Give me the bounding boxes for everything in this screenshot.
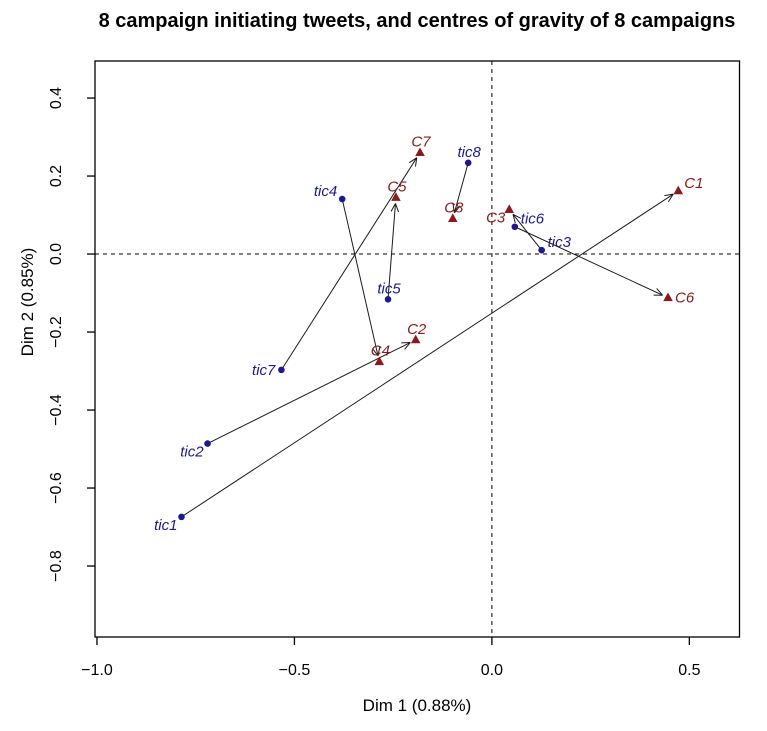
arrowhead-C2-1 bbox=[404, 342, 411, 350]
centre-marker-C5 bbox=[391, 192, 401, 201]
arrowhead-C3-0 bbox=[512, 214, 516, 224]
point-label-C3: C3 bbox=[486, 210, 506, 227]
y-tick-label-6: −0.8 bbox=[48, 550, 65, 582]
x-tick-label-1: −0.5 bbox=[279, 662, 311, 679]
point-label-tic8: tic8 bbox=[458, 144, 482, 161]
arrow-tic6-C6 bbox=[514, 226, 663, 296]
point-label-C1: C1 bbox=[684, 175, 703, 192]
arrowhead-C3-1 bbox=[512, 213, 522, 219]
data-point-tic5 bbox=[384, 295, 392, 303]
arrow-tic8-C8 bbox=[453, 162, 469, 213]
centre-marker-C7 bbox=[415, 147, 425, 157]
point-label-tic5: tic5 bbox=[377, 280, 401, 297]
arrow-tic5-C5 bbox=[387, 203, 396, 300]
centre-marker-C4 bbox=[374, 356, 385, 366]
arrow-tic7-C7 bbox=[280, 157, 418, 371]
x-axis-title: Dim 1 (0.88%) bbox=[362, 696, 472, 715]
arrowhead-C1-0 bbox=[664, 193, 674, 197]
arrowhead-C4-0 bbox=[377, 346, 381, 356]
y-tick-label-5: −0.6 bbox=[48, 472, 65, 504]
centre-marker-C8 bbox=[447, 213, 458, 222]
data-point-tic6 bbox=[511, 223, 519, 231]
centre-marker-C1 bbox=[673, 185, 684, 195]
arrow-tic1-C1 bbox=[181, 193, 674, 518]
x-tick-label-3: 0.5 bbox=[678, 662, 700, 679]
point-label-C5: C5 bbox=[387, 178, 407, 195]
centre-marker-C2 bbox=[410, 334, 421, 344]
point-label-tic7: tic7 bbox=[252, 362, 276, 379]
data-point-tic3 bbox=[538, 246, 545, 254]
point-label-C2: C2 bbox=[407, 321, 427, 338]
arrowhead-C7-0 bbox=[408, 157, 418, 164]
point-label-tic1: tic1 bbox=[154, 517, 177, 534]
arrowhead-C8-0 bbox=[454, 205, 461, 214]
arrowhead-C4-1 bbox=[372, 348, 379, 357]
centre-marker-C3 bbox=[504, 204, 515, 213]
arrow-tic2-C2 bbox=[207, 342, 411, 445]
point-label-tic2: tic2 bbox=[180, 444, 204, 461]
y-tick-label-4: −0.4 bbox=[48, 394, 65, 426]
point-label-C8: C8 bbox=[444, 200, 464, 217]
arrowhead-C1-1 bbox=[667, 193, 674, 203]
centre-marker-C6 bbox=[663, 292, 673, 302]
point-label-tic6: tic6 bbox=[521, 211, 545, 228]
arrowhead-C7-1 bbox=[414, 157, 418, 167]
chart-title: 8 campaign initiating tweets, and centre… bbox=[98, 10, 736, 32]
point-label-tic4: tic4 bbox=[314, 183, 337, 200]
arrow-tic4-C4 bbox=[341, 198, 379, 356]
arrowhead-C8-1 bbox=[452, 203, 455, 213]
x-tick-label-2: 0.0 bbox=[481, 662, 503, 679]
y-tick-label-2: 0.0 bbox=[48, 243, 65, 265]
data-point-tic2 bbox=[204, 440, 211, 447]
plot-box bbox=[94, 60, 741, 638]
y-tick-label-1: 0.2 bbox=[48, 165, 65, 187]
arrowhead-C5-1 bbox=[394, 203, 399, 213]
data-point-tic1 bbox=[178, 513, 185, 521]
point-label-C7: C7 bbox=[411, 134, 431, 151]
arrowhead-C6-0 bbox=[656, 288, 663, 296]
y-axis-title: Dim 2 (0.85%) bbox=[18, 247, 37, 357]
data-point-tic7 bbox=[278, 366, 285, 374]
point-label-C4: C4 bbox=[371, 343, 390, 360]
point-label-tic3: tic3 bbox=[548, 234, 572, 251]
x-tick-label-0: −1.0 bbox=[81, 662, 113, 679]
y-tick-label-3: −0.2 bbox=[48, 316, 65, 348]
y-tick-label-0: 0.4 bbox=[48, 87, 65, 109]
arrowhead-C5-0 bbox=[390, 203, 396, 212]
data-point-tic8 bbox=[464, 159, 472, 167]
point-label-C6: C6 bbox=[675, 290, 695, 307]
data-point-tic4 bbox=[338, 195, 346, 203]
